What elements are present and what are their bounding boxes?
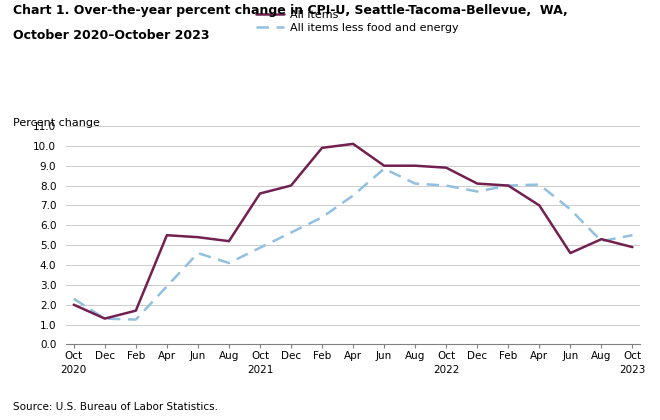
All items bbox=[132, 308, 140, 313]
All items bbox=[473, 181, 481, 186]
All items bbox=[535, 203, 543, 208]
Text: 2023: 2023 bbox=[619, 365, 645, 375]
All items bbox=[318, 145, 326, 150]
All items less food and energy bbox=[442, 183, 450, 188]
All items less food and energy bbox=[380, 166, 388, 171]
All items bbox=[101, 316, 109, 321]
All items bbox=[597, 236, 605, 241]
Text: 2020: 2020 bbox=[61, 365, 87, 375]
All items bbox=[163, 233, 171, 238]
All items bbox=[628, 244, 636, 249]
Text: 2022: 2022 bbox=[433, 365, 459, 375]
All items less food and energy bbox=[597, 239, 605, 244]
All items less food and energy bbox=[132, 317, 140, 322]
All items less food and energy bbox=[566, 207, 574, 212]
All items bbox=[411, 163, 419, 168]
All items bbox=[504, 183, 512, 188]
All items less food and energy bbox=[473, 189, 481, 194]
All items bbox=[380, 163, 388, 168]
All items bbox=[70, 302, 78, 307]
All items bbox=[287, 183, 295, 188]
All items bbox=[194, 235, 202, 240]
Text: Source: U.S. Bureau of Labor Statistics.: Source: U.S. Bureau of Labor Statistics. bbox=[13, 402, 218, 412]
All items less food and energy bbox=[101, 316, 109, 321]
All items bbox=[566, 251, 574, 256]
All items less food and energy bbox=[70, 296, 78, 301]
All items less food and energy bbox=[504, 183, 512, 188]
Line: All items: All items bbox=[74, 144, 632, 319]
All items less food and energy bbox=[628, 233, 636, 238]
Legend: All items, All items less food and energy: All items, All items less food and energ… bbox=[256, 10, 458, 33]
Text: 2021: 2021 bbox=[247, 365, 273, 375]
All items bbox=[442, 165, 450, 170]
All items bbox=[256, 191, 264, 196]
Line: All items less food and energy: All items less food and energy bbox=[74, 169, 632, 320]
Text: Percent change: Percent change bbox=[13, 118, 100, 128]
All items bbox=[349, 142, 357, 147]
All items less food and energy bbox=[225, 260, 233, 265]
All items less food and energy bbox=[194, 251, 202, 256]
All items less food and energy bbox=[349, 193, 357, 198]
Text: Chart 1. Over-the-year percent change in CPI-U, Seattle-Tacoma-Bellevue,  WA,: Chart 1. Over-the-year percent change in… bbox=[13, 4, 568, 17]
All items less food and energy bbox=[535, 182, 543, 187]
All items bbox=[225, 239, 233, 244]
Text: October 2020–October 2023: October 2020–October 2023 bbox=[13, 29, 210, 42]
All items less food and energy bbox=[411, 181, 419, 186]
All items less food and energy bbox=[318, 215, 326, 220]
